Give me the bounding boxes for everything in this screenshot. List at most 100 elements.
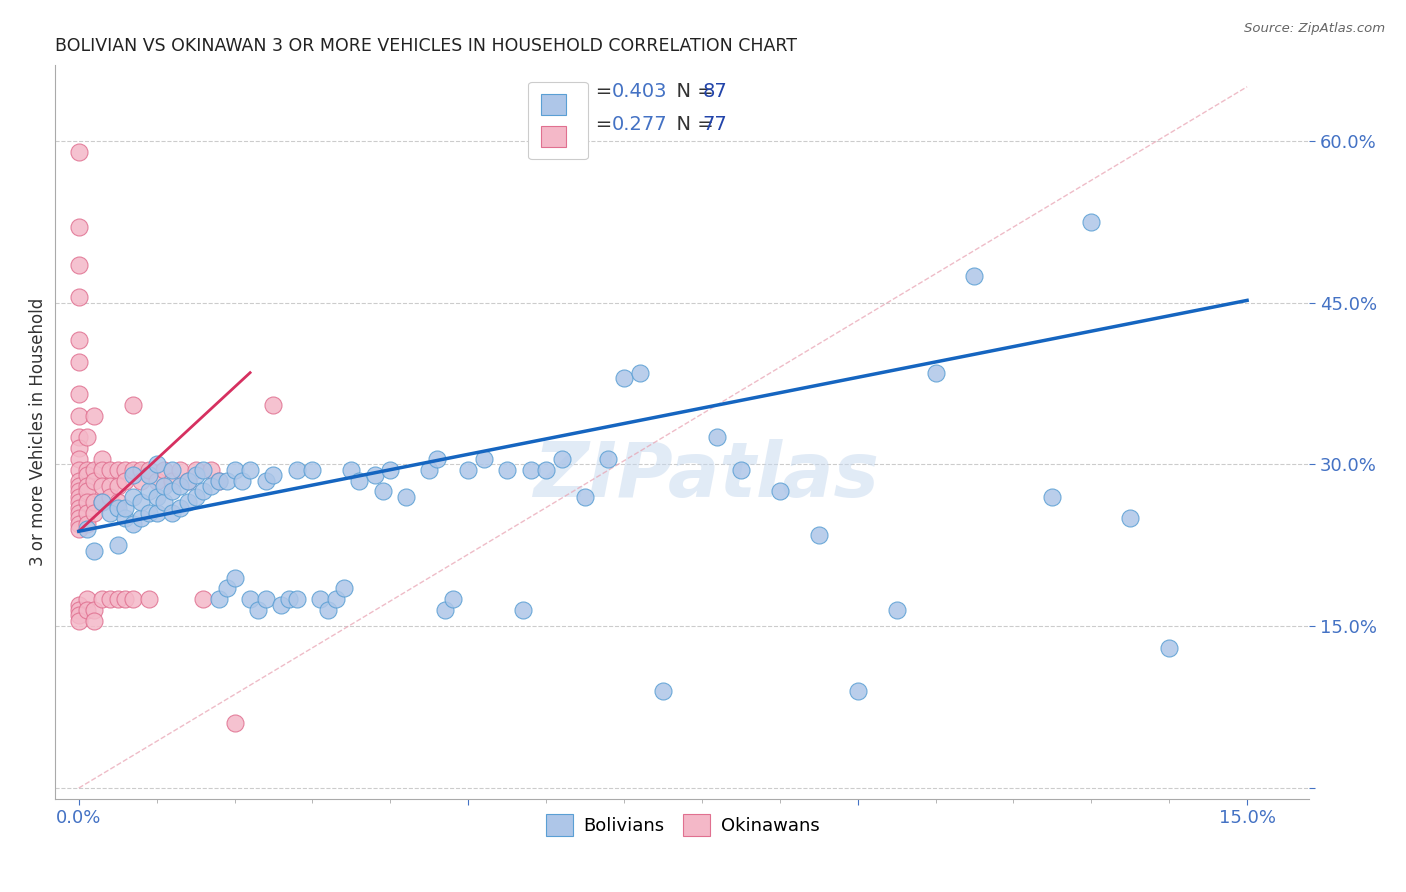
- Point: [254, 474, 277, 488]
- Point: [160, 506, 183, 520]
- Point: [76, 484, 98, 499]
- Point: [153, 495, 176, 509]
- Point: [138, 463, 160, 477]
- Point: [160, 463, 183, 477]
- Point: [441, 592, 464, 607]
- Point: [270, 598, 292, 612]
- Point: [122, 468, 145, 483]
- Point: [224, 571, 246, 585]
- Text: Source: ZipAtlas.com: Source: ZipAtlas.com: [1244, 22, 1385, 36]
- Point: [76, 463, 98, 477]
- Point: [574, 490, 596, 504]
- Point: [67, 463, 90, 477]
- Point: [107, 479, 129, 493]
- Point: [67, 334, 90, 348]
- Point: [67, 355, 90, 369]
- Point: [67, 608, 90, 623]
- Point: [114, 474, 136, 488]
- Point: [433, 603, 456, 617]
- Point: [534, 463, 557, 477]
- Point: [145, 474, 167, 488]
- Point: [628, 366, 651, 380]
- Point: [371, 484, 394, 499]
- Point: [177, 495, 200, 509]
- Point: [145, 490, 167, 504]
- Point: [76, 603, 98, 617]
- Point: [83, 543, 105, 558]
- Text: 87: 87: [703, 82, 727, 102]
- Point: [426, 452, 449, 467]
- Point: [98, 506, 121, 520]
- Point: [145, 506, 167, 520]
- Point: [239, 463, 262, 477]
- Point: [83, 409, 105, 423]
- Point: [239, 592, 262, 607]
- Point: [107, 592, 129, 607]
- Point: [153, 479, 176, 493]
- Point: [138, 468, 160, 483]
- Point: [98, 490, 121, 504]
- Point: [107, 538, 129, 552]
- Point: [67, 490, 90, 504]
- Point: [550, 452, 572, 467]
- Point: [76, 522, 98, 536]
- Point: [193, 592, 215, 607]
- Point: [91, 452, 114, 467]
- Text: N =: N =: [664, 115, 720, 134]
- Point: [114, 511, 136, 525]
- Point: [519, 463, 541, 477]
- Text: 0.403: 0.403: [612, 82, 668, 102]
- Point: [651, 684, 673, 698]
- Point: [169, 463, 191, 477]
- Text: R =: R =: [576, 82, 619, 102]
- Point: [193, 484, 215, 499]
- Point: [114, 500, 136, 515]
- Point: [67, 484, 90, 499]
- Point: [160, 474, 183, 488]
- Point: [107, 500, 129, 515]
- Point: [231, 474, 253, 488]
- Point: [512, 603, 534, 617]
- Point: [67, 598, 90, 612]
- Point: [67, 500, 90, 515]
- Point: [83, 614, 105, 628]
- Point: [285, 592, 308, 607]
- Text: 77: 77: [703, 115, 727, 134]
- Point: [76, 495, 98, 509]
- Point: [91, 479, 114, 493]
- Point: [129, 495, 152, 509]
- Point: [598, 452, 620, 467]
- Point: [67, 290, 90, 304]
- Point: [215, 582, 238, 596]
- Point: [184, 490, 207, 504]
- Point: [67, 409, 90, 423]
- Text: N =: N =: [664, 82, 720, 102]
- Point: [613, 371, 636, 385]
- Point: [91, 592, 114, 607]
- Point: [1159, 640, 1181, 655]
- Point: [215, 474, 238, 488]
- Point: [347, 474, 370, 488]
- Point: [200, 463, 222, 477]
- Point: [846, 684, 869, 698]
- Point: [83, 506, 105, 520]
- Point: [122, 490, 145, 504]
- Point: [98, 592, 121, 607]
- Point: [67, 495, 90, 509]
- Point: [67, 452, 90, 467]
- Point: [1119, 511, 1142, 525]
- Point: [91, 463, 114, 477]
- Point: [1040, 490, 1063, 504]
- Point: [129, 511, 152, 525]
- Point: [145, 458, 167, 472]
- Point: [67, 441, 90, 455]
- Point: [208, 592, 231, 607]
- Point: [380, 463, 402, 477]
- Y-axis label: 3 or more Vehicles in Household: 3 or more Vehicles in Household: [30, 298, 46, 566]
- Point: [129, 463, 152, 477]
- Point: [83, 474, 105, 488]
- Point: [395, 490, 418, 504]
- Point: [169, 500, 191, 515]
- Point: [67, 474, 90, 488]
- Point: [278, 592, 301, 607]
